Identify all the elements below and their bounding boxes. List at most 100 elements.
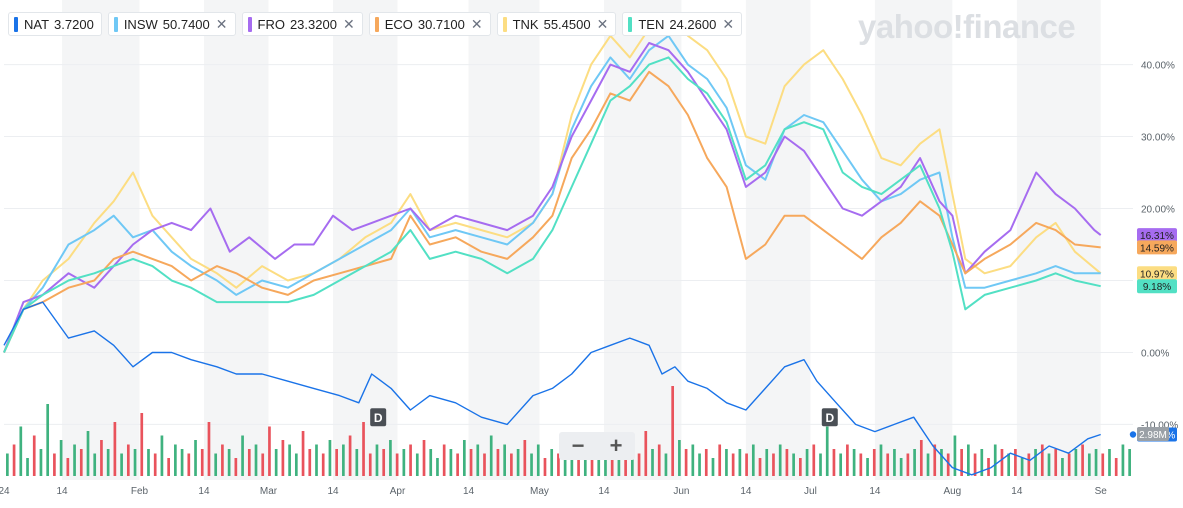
volume-bar [321,453,325,476]
symbol-legend: NAT 3.7200 INSW 50.7400 ✕ FRO 23.3200 ✕ … [8,12,743,36]
volume-bar [1108,449,1111,476]
volume-bar [241,435,244,476]
volume-bar [147,449,150,476]
x-tick-label: Feb [131,486,149,497]
x-tick-label: 14 [327,486,339,497]
legend-symbol: NAT [24,16,50,32]
x-tick-label: Apr [390,486,406,497]
zoom-controls: − + [559,432,635,460]
volume-bar [489,435,493,476]
volume-bar [933,444,937,476]
volume-bar [12,444,16,476]
volume-bar [1014,449,1017,476]
volume-bar [221,444,224,476]
volume-bar [315,444,318,476]
volume-bar [126,444,130,476]
legend-chip-fro[interactable]: FRO 23.3200 ✕ [241,12,363,36]
legend-chip-insw[interactable]: INSW 50.7400 ✕ [107,12,236,36]
volume-bar [1027,453,1031,476]
legend-value: 50.7400 [162,16,210,32]
volume-bar [960,449,963,476]
volume-bar [1020,458,1024,476]
legend-chip-eco[interactable]: ECO 30.7100 ✕ [368,12,491,36]
dividend-marker [370,408,387,427]
volume-bar [973,453,977,476]
remove-series-icon[interactable]: ✕ [722,15,735,32]
volume-bar [819,453,822,476]
legend-chip-tnk[interactable]: TNK 55.4500 ✕ [496,12,617,36]
volume-bar [799,458,802,476]
yahoo-finance-logo: yahoo!finance [858,8,1076,45]
volume-bar [812,444,816,476]
volume-bar [234,458,238,476]
volume-bar [550,449,554,476]
volume-bar [395,453,399,476]
volume-bar [133,449,137,476]
last-value-tag [1137,228,1177,243]
volume-bar [348,435,352,476]
volume-bar [456,453,459,476]
volume-bar [805,449,809,476]
remove-series-icon[interactable]: ✕ [596,15,609,32]
volume-bar [953,435,957,476]
remove-series-icon[interactable]: ✕ [470,15,483,32]
x-tick-label: 14 [869,486,881,497]
volume-bar [140,413,144,476]
volume-bar [415,453,419,476]
volume-bar [624,449,627,476]
volume-bar [1128,449,1131,476]
volume-bar [1067,453,1071,476]
volume-bar [120,453,123,476]
y-tick-label: 0.00% [1141,348,1169,359]
volume-bar [671,386,675,476]
legend-symbol: TEN [638,16,665,32]
volume-bar [382,449,386,476]
volume-bar [214,453,218,476]
volume-bar [402,449,406,476]
legend-chip-ten[interactable]: TEN 24.2600 ✕ [622,12,743,36]
legend-chip-nat[interactable]: NAT 3.7200 [8,12,102,36]
volume-bar [422,440,426,476]
volume-bar [852,449,856,476]
last-value-label: 16.31% [1140,231,1174,242]
volume-bar [308,449,312,476]
x-tick-label: 14 [463,486,475,497]
remove-series-icon[interactable]: ✕ [215,15,228,32]
volume-bar [362,422,365,476]
volume-bar [657,444,661,476]
volume-bar [510,453,513,476]
zoom-in-button[interactable]: + [609,433,623,458]
volume-bar [167,458,170,476]
volume-bar [718,444,722,476]
volume-bar [630,444,634,476]
volume-bar [536,444,540,476]
volume-bar [1000,449,1004,476]
volume-bar [523,440,527,476]
dividend-label: D [374,411,383,425]
volume-bar [738,449,742,476]
last-value-tag [1137,279,1177,294]
volume-bar [66,458,70,476]
volume-bar [597,458,601,476]
x-tick-label: Jun [673,486,689,497]
volume-bar [281,440,285,476]
volume-bar [792,453,795,476]
volume-bar [590,444,594,476]
volume-bar [503,444,507,476]
volume-bar [355,449,359,476]
volume-bar [906,453,910,476]
background-band [745,0,811,480]
x-tick-label: 24 [0,486,10,497]
x-tick-label: Aug [943,486,961,497]
volume-bar [846,444,849,476]
volume-bar [832,449,836,476]
volume-bar [778,444,782,476]
zoom-out-button[interactable]: − [571,433,585,458]
volume-bar [180,449,184,476]
remove-series-icon[interactable]: ✕ [342,15,355,32]
volume-bar [772,453,775,476]
volume-bar [785,449,789,476]
volume-bar [409,444,412,476]
